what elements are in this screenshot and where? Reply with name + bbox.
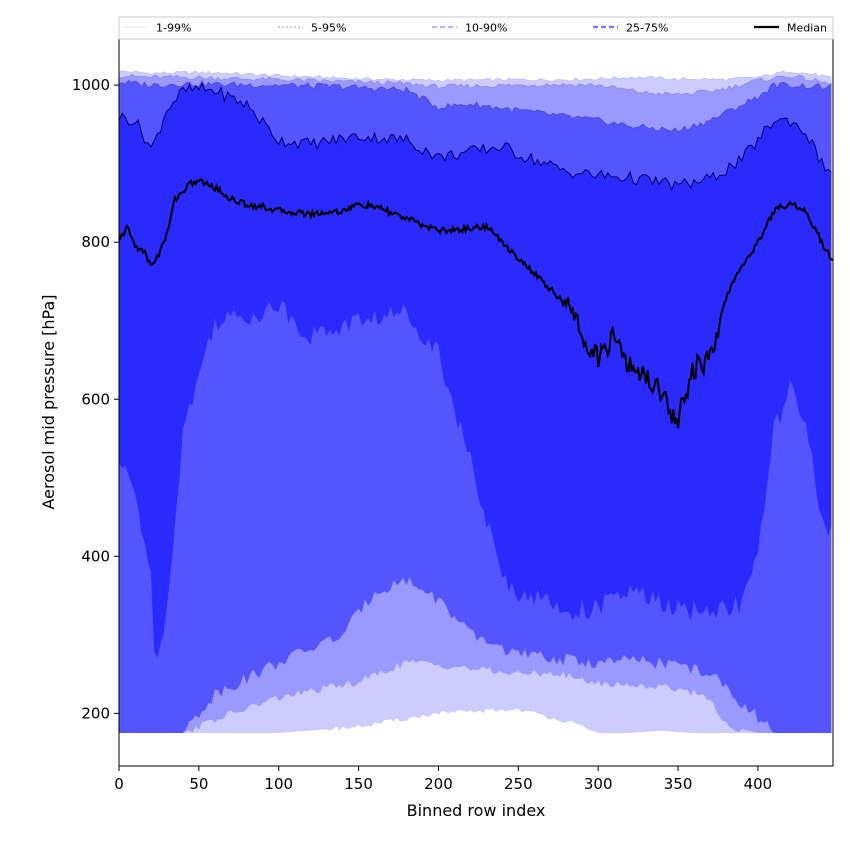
legend-label: 5-95% [311,22,346,35]
legend-label: Median [787,22,827,35]
legend-box [118,16,834,40]
y-tick-label: 600 [81,390,110,408]
x-tick-label: 300 [584,775,613,793]
x-tick-label: 100 [264,775,293,793]
x-tick-label: 150 [344,775,373,793]
x-tick-label: 0 [114,775,124,793]
x-tick-label: 250 [504,775,533,793]
legend: 1-99% 5-95% 10-90% 25-75% Median [118,16,834,40]
x-tick-label: 400 [744,775,773,793]
y-axis: 200 400 600 800 1000 [72,76,119,722]
y-axis-label: Aerosol mid pressure [hPa] [39,294,58,509]
legend-label: 25-75% [626,22,668,35]
x-axis: 0 50 100 150 200 250 300 350 400 [114,766,772,793]
x-tick-label: 200 [424,775,453,793]
y-tick-label: 200 [81,704,110,722]
band-area-25-75% [119,83,832,658]
median-line [119,178,833,429]
x-tick-label: 50 [189,775,208,793]
y-tick-label: 1000 [72,76,110,94]
band-upper-edge-1-99% [119,70,832,83]
x-tick-label: 350 [664,775,693,793]
legend-label: 1-99% [156,22,191,35]
plot-area [119,70,833,733]
band-upper-edge-5-95% [119,73,832,96]
band-upper-edge-10-90% [119,79,832,132]
band-upper-edge-25-75% [119,82,832,192]
y-tick-label: 400 [81,547,110,565]
y-tick-label: 800 [81,233,110,251]
x-axis-label: Binned row index [407,801,546,820]
legend-label: 10-90% [465,22,507,35]
